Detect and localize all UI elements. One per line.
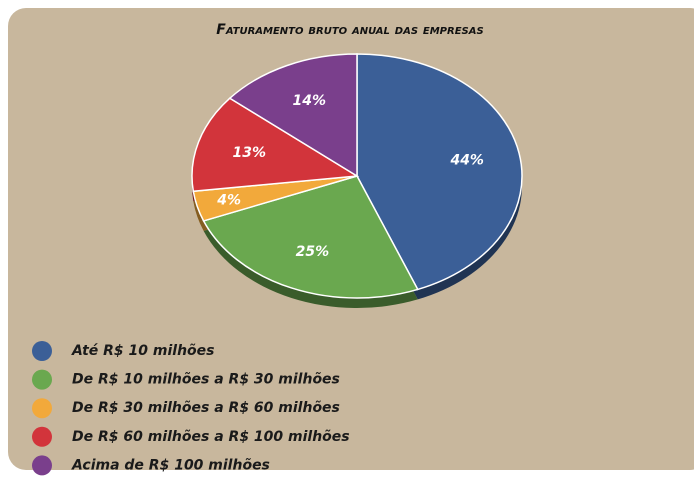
legend-label: Até R$ 10 milhões: [71, 343, 214, 359]
data-label: 14%: [292, 93, 326, 109]
legend-marker: [32, 455, 52, 476]
data-label: 25%: [296, 244, 330, 260]
pie-slice: [202, 175, 419, 299]
legend-label: De R$ 60 milhões a R$ 100 milhões: [72, 429, 350, 445]
legend-label: Acima de R$ 100 milhões: [71, 457, 270, 473]
legend-label: De R$ 10 milhões a R$ 30 milhões: [72, 372, 340, 388]
data-label: 44%: [449, 152, 484, 168]
legend-marker: [32, 369, 52, 390]
pie-slice: [191, 97, 360, 193]
chart-title: Faturamento bruto anual das empresas: [216, 22, 483, 38]
legend-marker: [32, 426, 52, 447]
legend-marker: [32, 398, 52, 419]
data-label: 13%: [232, 145, 266, 161]
pie-slice: [356, 53, 523, 291]
pie-slice: [228, 53, 358, 178]
legend-marker: [32, 341, 52, 361]
legend-label: De R$ 30 milhões a R$ 60 milhões: [72, 400, 340, 416]
data-label: 4%: [216, 192, 241, 208]
